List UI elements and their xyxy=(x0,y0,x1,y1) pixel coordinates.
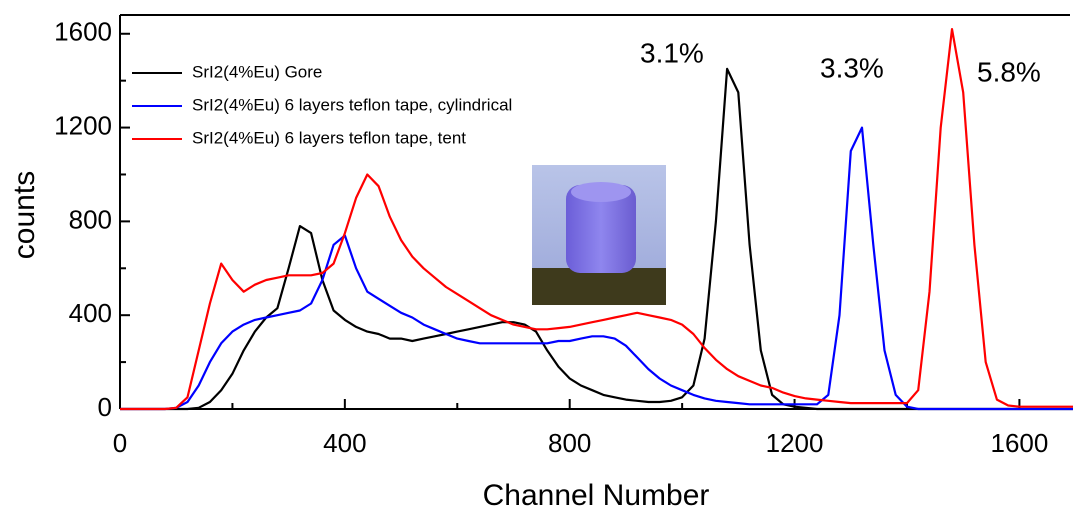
series-line xyxy=(120,126,1073,411)
x-axis-title: Channel Number xyxy=(483,479,710,512)
x-tick-label: 0 xyxy=(113,428,127,458)
x-tick-label: 1600 xyxy=(990,428,1048,458)
x-tick-label: 1200 xyxy=(766,428,824,458)
x-tick-label: 800 xyxy=(548,428,591,458)
y-tick-label: 1600 xyxy=(54,17,112,47)
legend-label: SrI2(4%Eu) 6 layers teflon tape, cylindr… xyxy=(192,95,512,114)
series-line xyxy=(120,28,1073,411)
y-axis-title: counts xyxy=(8,171,41,259)
annotation: 5.8% xyxy=(977,56,1041,87)
legend-label: SrI2(4%Eu) 6 layers teflon tape, tent xyxy=(192,128,466,147)
legend-label: SrI2(4%Eu) Gore xyxy=(192,62,322,81)
inset-photo xyxy=(532,165,666,305)
x-tick-label: 400 xyxy=(323,428,366,458)
y-tick-label: 1200 xyxy=(54,110,112,140)
annotation: 3.3% xyxy=(820,52,884,83)
y-tick-label: 400 xyxy=(69,298,112,328)
y-tick-label: 800 xyxy=(69,204,112,234)
y-tick-label: 0 xyxy=(98,392,112,422)
annotation: 3.1% xyxy=(640,37,704,68)
